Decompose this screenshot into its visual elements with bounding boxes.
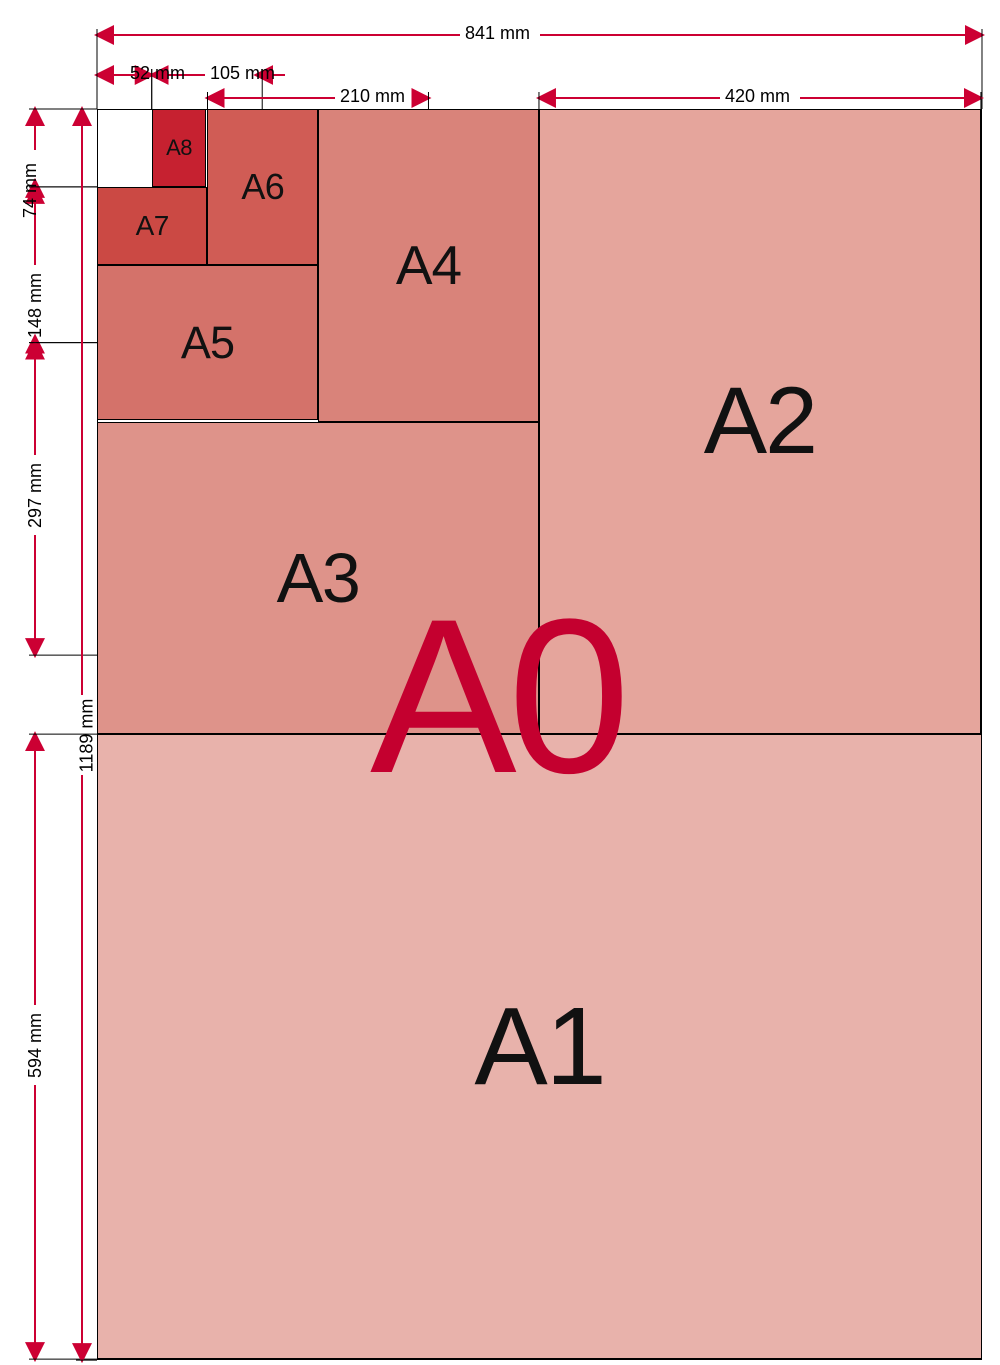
paper-box-a5: A5 (97, 265, 318, 421)
paper-label-a3: A3 (277, 538, 360, 618)
dim-label-top: 52 mm (130, 63, 185, 84)
paper-label-a7: A7 (136, 210, 169, 242)
paper-label-a8: A8 (166, 135, 192, 161)
paper-label-a6: A6 (241, 166, 284, 208)
paper-box-a7: A7 (97, 187, 207, 265)
paper-label-a2: A2 (704, 367, 816, 476)
paper-box-a1: A1 (97, 734, 982, 1359)
paper-label-a1: A1 (474, 983, 604, 1110)
paper-label-a5: A5 (181, 317, 234, 369)
dim-label-left: 148 mm (25, 273, 46, 338)
paper-box-a4: A4 (318, 109, 539, 422)
dim-label-left: 297 mm (25, 463, 46, 528)
dim-label-top: 105 mm (210, 63, 275, 84)
paper-label-a4: A4 (396, 233, 461, 297)
dim-label-top: 841 mm (465, 23, 530, 44)
dim-label-left: 594 mm (25, 1013, 46, 1078)
dim-label-top: 210 mm (340, 86, 405, 107)
a0-label: A0 (370, 570, 622, 823)
dim-label-top: 420 mm (725, 86, 790, 107)
dim-label-left: 1189 mm (76, 699, 97, 773)
dim-label-left: 74 mm (20, 163, 41, 218)
paper-box-a6: A6 (207, 109, 317, 265)
paper-box-a8: A8 (152, 109, 207, 187)
